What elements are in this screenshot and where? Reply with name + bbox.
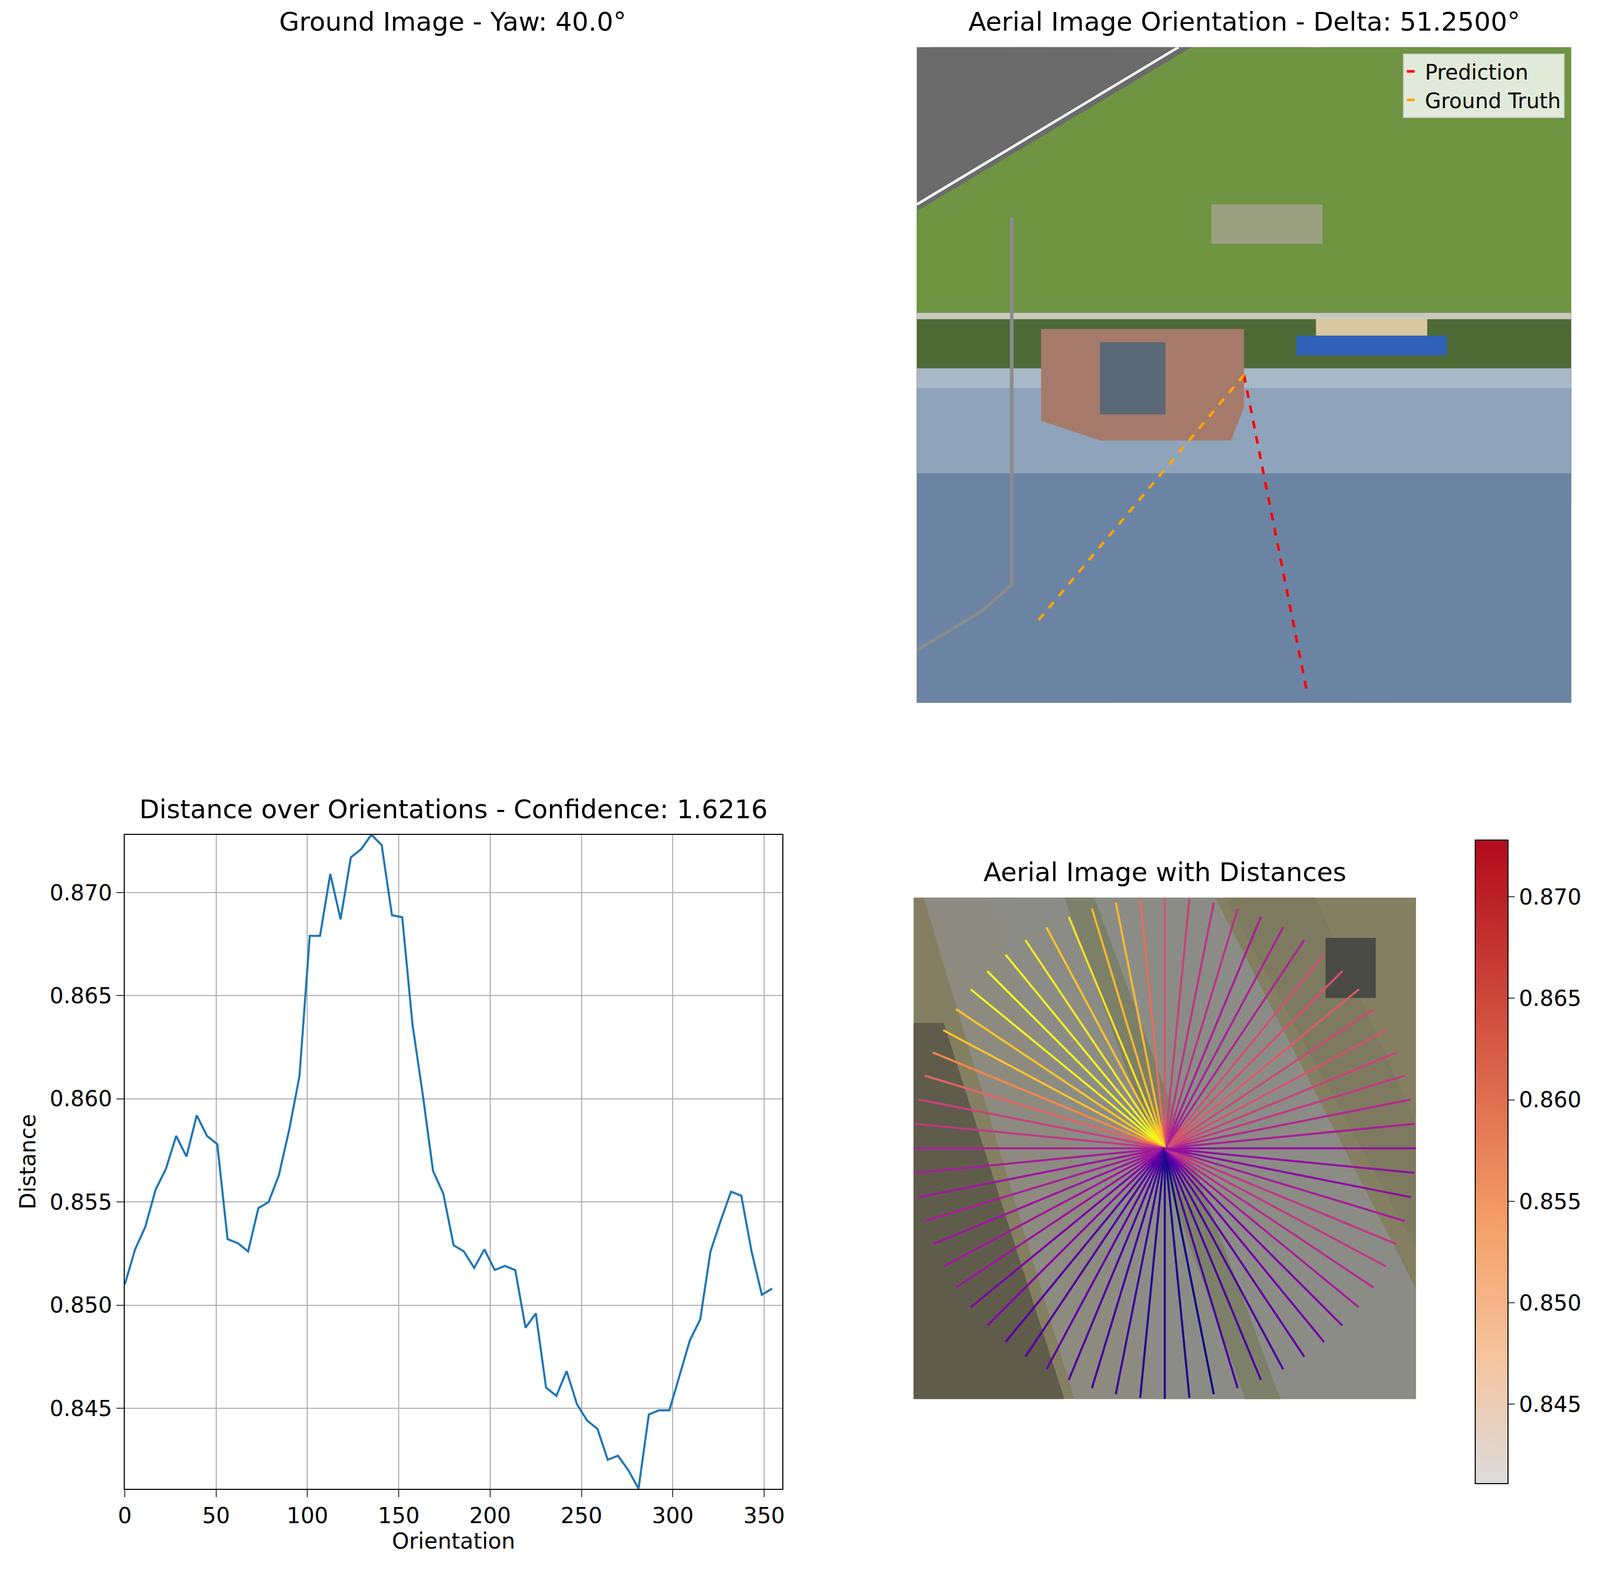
svg-text:0.865: 0.865 — [1518, 985, 1582, 1012]
svg-text:0.855: 0.855 — [49, 1189, 112, 1215]
svg-text:0.850: 0.850 — [49, 1292, 112, 1318]
svg-text:150: 150 — [377, 1502, 420, 1529]
svg-text:Aerial Image Orientation - Del: Aerial Image Orientation - Delta: 51.250… — [968, 6, 1520, 37]
svg-text:250: 250 — [560, 1502, 603, 1529]
svg-text:50: 50 — [202, 1502, 230, 1529]
svg-text:Distance: Distance — [15, 1113, 41, 1210]
svg-text:0.860: 0.860 — [1518, 1086, 1582, 1113]
svg-text:0.850: 0.850 — [1518, 1290, 1582, 1316]
svg-text:Prediction: Prediction — [1424, 60, 1529, 85]
svg-text:0.870: 0.870 — [1518, 884, 1582, 910]
svg-text:0.870: 0.870 — [49, 880, 112, 906]
svg-text:0.860: 0.860 — [49, 1085, 112, 1112]
svg-text:0.855: 0.855 — [1518, 1188, 1582, 1215]
svg-text:350: 350 — [743, 1502, 785, 1529]
svg-text:200: 200 — [469, 1502, 511, 1529]
svg-text:100: 100 — [286, 1502, 329, 1529]
svg-text:0: 0 — [117, 1502, 133, 1529]
svg-text:Ground Truth: Ground Truth — [1424, 88, 1561, 113]
svg-text:0.865: 0.865 — [49, 982, 112, 1009]
svg-text:Ground Image - Yaw: 40.0°: Ground Image - Yaw: 40.0° — [279, 6, 627, 37]
svg-text:300: 300 — [651, 1502, 694, 1529]
svg-text:Orientation: Orientation — [391, 1528, 516, 1554]
svg-text:Aerial Image with Distances: Aerial Image with Distances — [983, 857, 1347, 888]
svg-text:0.845: 0.845 — [49, 1395, 112, 1422]
svg-text:Distance over Orientations - C: Distance over Orientations - Confidence:… — [139, 794, 768, 825]
svg-text:0.845: 0.845 — [1518, 1391, 1582, 1418]
